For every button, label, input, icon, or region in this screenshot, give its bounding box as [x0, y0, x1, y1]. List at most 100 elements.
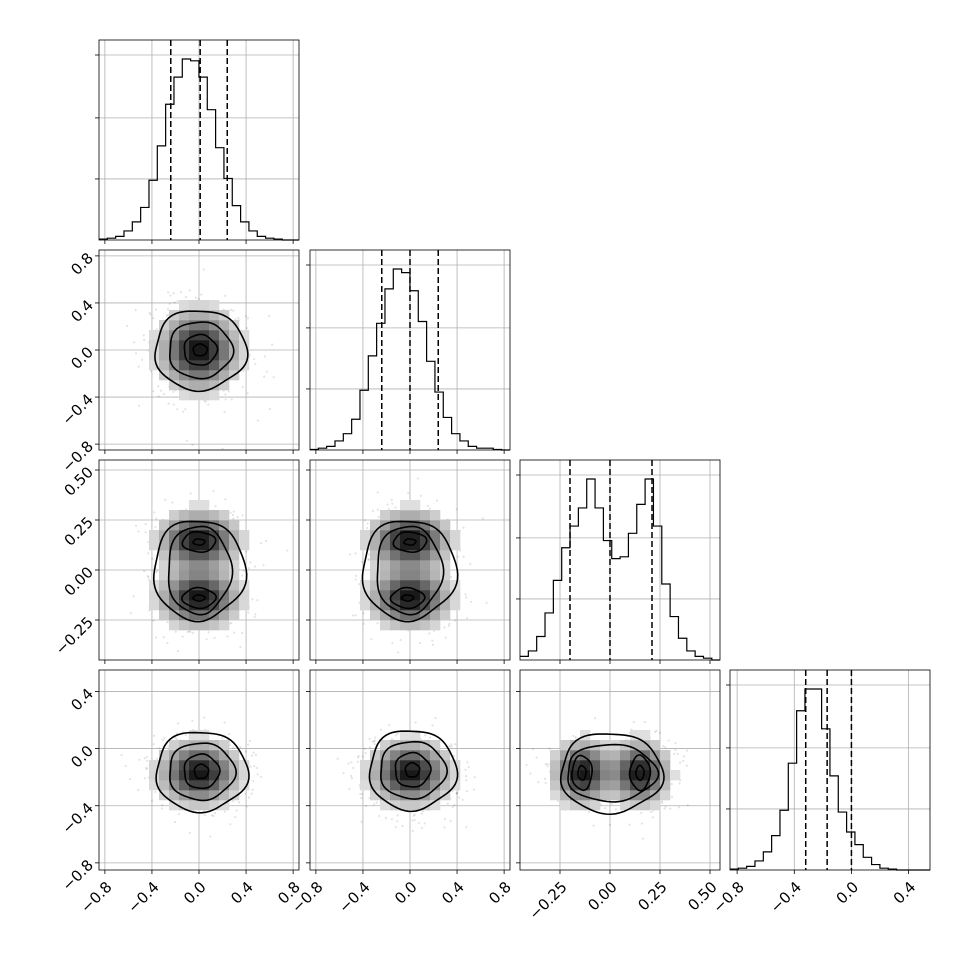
panel-4-2-point — [455, 791, 458, 795]
panel-3-2-density-cell — [410, 560, 421, 571]
panel-3-2-density-cell — [380, 580, 391, 591]
panel-4-3-contour-1-mode-1 — [628, 754, 652, 792]
panel-4-1-density-cell — [209, 760, 220, 771]
panel-4-2-contour-1 — [394, 751, 432, 788]
panel-4-3-density-cell — [600, 750, 611, 761]
panel-3-2-point — [386, 503, 389, 506]
panel-3-1-density-cell — [239, 600, 250, 611]
panel-4-3-point — [640, 822, 644, 825]
panel-2-1-density-cell — [179, 300, 190, 311]
panel-4-3-density-cell — [560, 800, 571, 811]
panel-4-2-density-cell — [370, 790, 381, 801]
panel-4-1-point — [137, 788, 140, 792]
panel-4-2-point — [443, 818, 446, 821]
panel-3-2-density-cell — [430, 550, 441, 561]
panel-3-1-density-cell — [179, 580, 190, 591]
panel-2-1-point — [263, 375, 266, 378]
x-tick-label-col1: −0.8 — [77, 878, 115, 916]
y-tick-label-row2: 0.0 — [67, 343, 97, 373]
panel-4-2-point — [373, 739, 376, 742]
panel-2-1-density-cell — [159, 350, 170, 361]
panel-4-1-point — [161, 738, 164, 742]
panel-4-3-density-cell — [640, 780, 651, 791]
panel-3-2-point — [377, 515, 380, 518]
panel-3-2-point — [469, 562, 472, 565]
panel-2-1-density-cell — [219, 370, 230, 381]
panel-4-1-contour-0 — [193, 763, 210, 780]
panel-4-1-density-cell — [199, 770, 210, 781]
panel-3-1-density-cell — [179, 550, 190, 561]
panel-3-1-density-cell — [169, 550, 180, 561]
panel-4-3-density-cell — [620, 770, 631, 781]
panel-3-2-point — [416, 477, 420, 480]
panel-2-1-point — [241, 385, 244, 389]
panel-2-1-density-cell — [199, 380, 210, 391]
panel-4-3-density-cell — [570, 770, 581, 781]
panel-2-1-density-cell — [209, 380, 220, 391]
panel-2-1-point — [159, 389, 163, 392]
panel-4-1-point — [252, 780, 255, 783]
panel-4-3-density-cell — [640, 740, 651, 751]
panel-3-2-point — [470, 600, 473, 603]
panel-2-1-point — [137, 365, 140, 368]
panel-2-1-density-cell — [189, 340, 200, 351]
panel-4-3-density-cell — [560, 750, 571, 761]
panel-3-2-density-cell — [440, 540, 451, 551]
panel-3-2-density-cell — [400, 570, 411, 581]
panel-3-2-point — [464, 593, 467, 596]
panel-4-2-point — [413, 818, 416, 822]
panel-3-2-contour-2 — [376, 525, 445, 616]
panel-3-2-density-cell — [410, 520, 421, 531]
panel-3-1-density-cell — [229, 580, 240, 591]
panel-4-3-density-cell — [660, 780, 671, 791]
panel-3-1-density-cell — [189, 510, 200, 521]
panel-4-3-density-cell — [550, 770, 561, 781]
panel-2-1-point — [155, 328, 158, 331]
panel-4-2-density-cell — [420, 760, 431, 771]
panel-3-1-density-cell — [169, 610, 180, 621]
panel-4-3-density-cell — [570, 790, 581, 801]
panel-3-1-point — [213, 636, 216, 640]
panel-2-1-point — [172, 292, 175, 295]
panel-3-1-density-cell — [219, 580, 230, 591]
panel-4-3-point — [543, 777, 547, 780]
panel-3-2-point — [431, 643, 435, 647]
panel-4-2-point — [465, 775, 468, 778]
panel-3-2-density-cell — [370, 610, 381, 621]
panel-3-2-point — [431, 639, 434, 642]
panel-3-1-density-cell — [219, 510, 230, 521]
panel-2-1-density-cell — [179, 360, 190, 371]
panel-4-1-density-cell — [159, 750, 170, 761]
panel-4-3-point — [525, 764, 528, 767]
panel-4-2-density-cell — [420, 790, 431, 801]
panel-3-2-point — [376, 491, 379, 494]
panel-4-2-density-cell — [410, 740, 421, 751]
panel-4-1-density — [149, 730, 250, 811]
panel-3-1-density-cell — [159, 600, 170, 611]
panel-3-1-density-cell — [219, 530, 230, 541]
panel-3-1-point — [259, 542, 263, 545]
panel-3-1-point — [166, 621, 169, 624]
panel-4-2-point — [396, 820, 399, 823]
panel-3-2-density-cell — [380, 600, 391, 611]
panel-4-3-density-cell — [590, 800, 601, 811]
panel-3-1-point — [247, 611, 250, 614]
panel-3-2-density-cell — [390, 580, 401, 591]
panel-4-3-point — [604, 807, 607, 810]
panel-3-2-density-cell — [430, 560, 441, 571]
panel-4-2-point — [347, 762, 350, 765]
panel-4-3-point — [529, 772, 532, 775]
panel-4-1-density-cell — [219, 790, 230, 801]
panel-4-1-point — [244, 750, 248, 753]
panel-4-3-point — [686, 804, 689, 807]
panel-4-3-density-cell — [550, 780, 561, 791]
panel-3-1-point — [189, 630, 192, 634]
panel-4-2-density-cell — [410, 770, 421, 781]
panel-3-2-density — [360, 500, 461, 631]
panel-4-2-density-cell — [410, 780, 421, 791]
panel-3-1-density-cell — [189, 610, 200, 621]
panel-3-1-density-cell — [149, 600, 160, 611]
panel-4-3-point — [670, 782, 673, 786]
panel-2-1-contour-3 — [154, 310, 249, 393]
panel-4-1-point — [188, 831, 192, 835]
